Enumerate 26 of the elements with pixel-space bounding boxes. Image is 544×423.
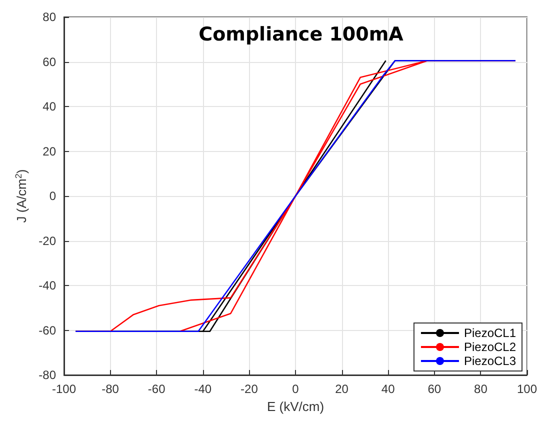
chart-title: Compliance 100mA [198,24,404,46]
x-tick-label: -40 [194,382,212,396]
x-tick-label: 60 [428,382,442,396]
legend-label: PiezoCL2 [464,340,516,354]
y-tick-label: 80 [42,10,56,24]
y-tick-label: -60 [38,323,56,338]
x-tick-label: 0 [292,382,300,396]
x-tick-label: -60 [148,382,166,396]
x-tick-label: 20 [335,382,349,396]
x-tick-label: 40 [381,382,396,396]
y-axis-title: J (A/cm2) [13,169,29,223]
x-tick-label: -80 [102,382,120,396]
y-tick-label: 0 [49,189,56,203]
x-tick-label: 100 [516,382,538,396]
x-tick-label: -20 [240,382,258,396]
legend-label: PiezoCL3 [464,354,516,368]
y-tick-label: 20 [42,144,56,158]
y-tick-label: -80 [38,368,56,382]
x-axis-title: E (kV/cm) [266,398,324,414]
y-tick-label: -40 [38,278,56,292]
x-tick-label: -100 [52,382,76,396]
x-tick-label: 80 [474,382,488,396]
y-tick-label: 60 [42,54,56,69]
y-tick-label: 40 [42,100,56,114]
legend-label: PiezoCL1 [464,326,516,340]
y-tick-label: -20 [38,234,56,248]
